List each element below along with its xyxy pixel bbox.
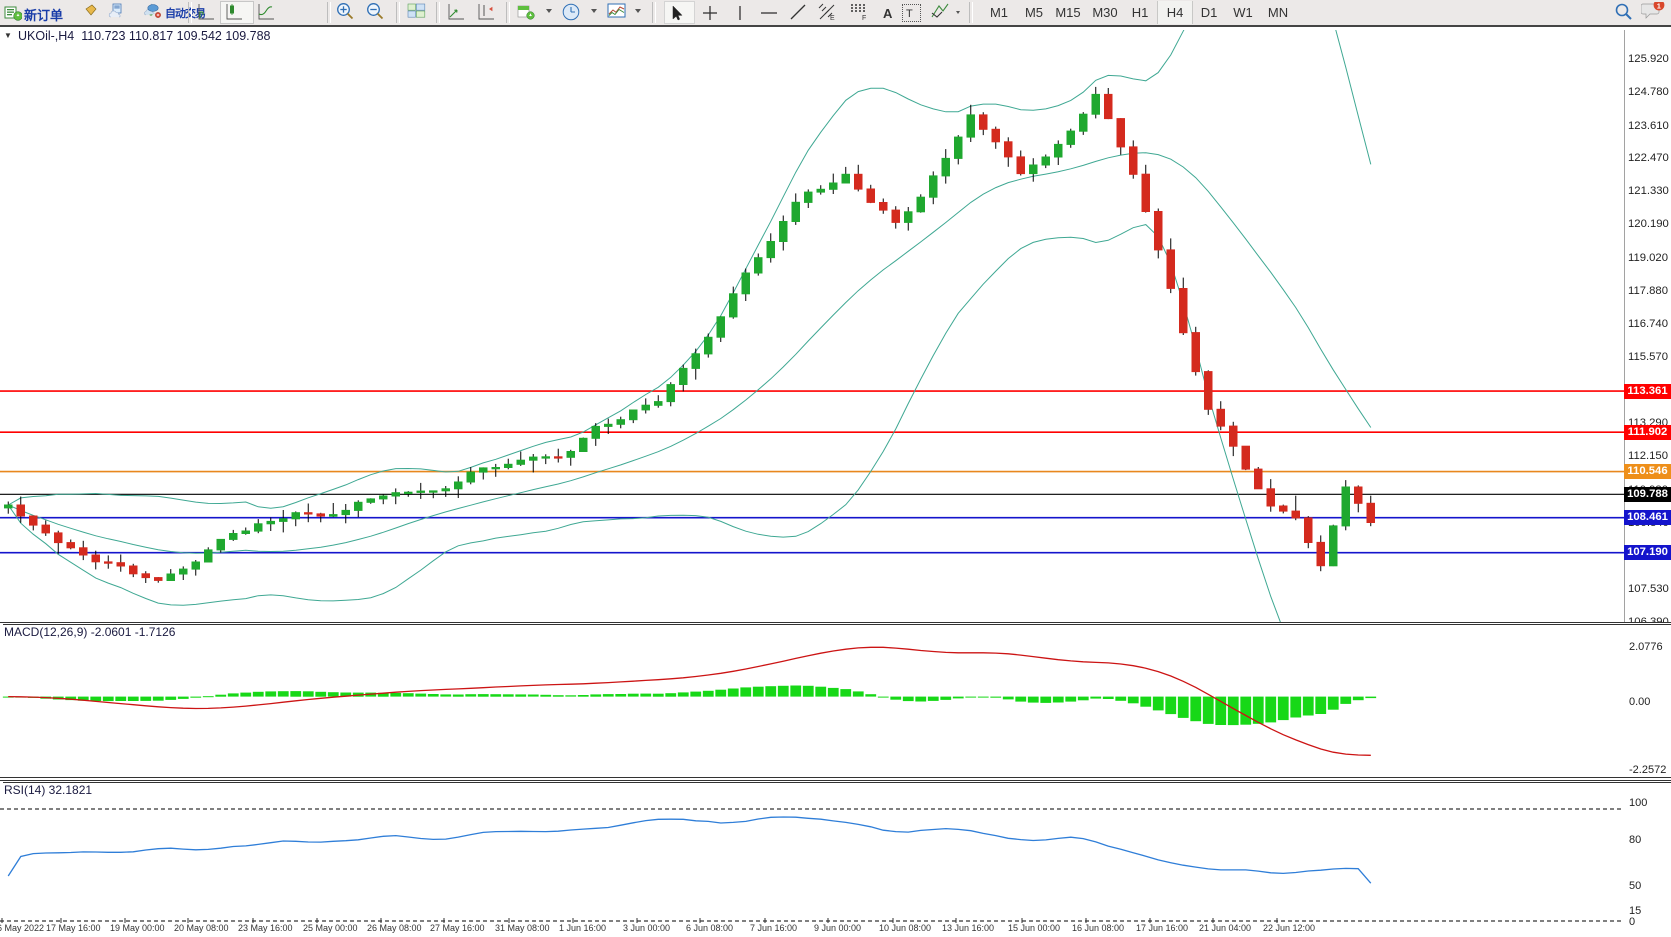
svg-text:T: T <box>906 8 913 20</box>
svg-text:E: E <box>830 15 835 21</box>
svg-text:1: 1 <box>1657 2 1661 10</box>
svg-text:A: A <box>883 6 893 21</box>
svg-text:F: F <box>862 15 866 21</box>
